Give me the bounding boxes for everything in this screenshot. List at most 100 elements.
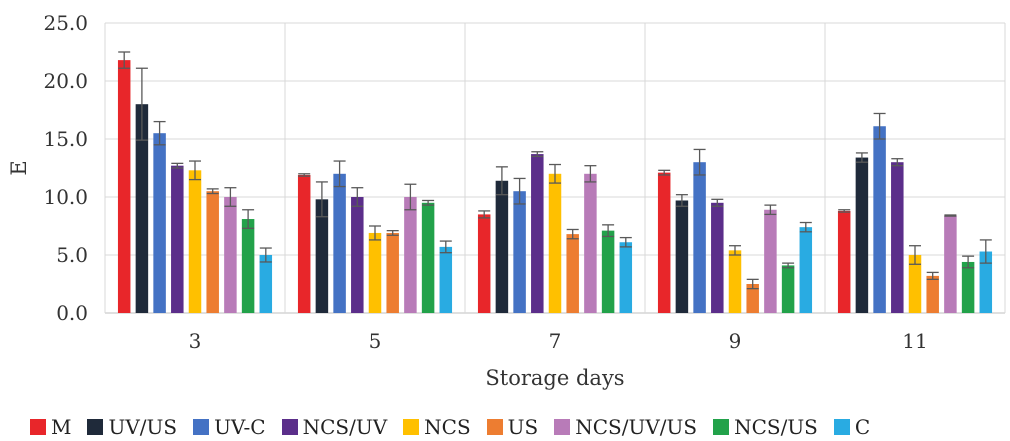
- legend-item: UV-C: [193, 415, 266, 439]
- bar: [386, 232, 399, 313]
- error-bar: [422, 199, 435, 206]
- x-tick-label: 11: [902, 329, 927, 353]
- legend-item: NCS/UV: [281, 415, 387, 439]
- bar: [404, 197, 417, 313]
- x-tick-labels: 3 5 7 9 11: [189, 329, 928, 353]
- error-bar: [566, 228, 579, 240]
- bar: [224, 197, 237, 313]
- bar: [584, 173, 597, 313]
- error-bar: [675, 194, 688, 207]
- legend-item: UV/US: [87, 415, 177, 439]
- legend-label: UV-C: [214, 415, 266, 439]
- bar: [171, 165, 184, 313]
- legend-swatch: [554, 419, 571, 435]
- bar: [926, 275, 939, 313]
- error-bar: [206, 188, 219, 195]
- y-tick-label: 5.0: [56, 243, 88, 267]
- legend-swatch: [713, 419, 730, 435]
- bar: [513, 191, 526, 313]
- bar: [566, 234, 579, 313]
- gridlines: [104, 22, 1006, 314]
- error-bar: [351, 187, 364, 207]
- bar: [837, 210, 851, 313]
- bar: [135, 104, 149, 313]
- legend-item: NCS: [403, 415, 471, 439]
- bar: [693, 162, 706, 313]
- bar: [477, 214, 491, 313]
- bar: [531, 154, 544, 313]
- error-bar: [259, 247, 272, 263]
- error-bar: [224, 187, 237, 207]
- x-tick-label: 5: [369, 329, 382, 353]
- error-bar: [799, 221, 812, 233]
- y-axis-title: E: [7, 160, 31, 175]
- bar: [764, 209, 777, 313]
- bar: [495, 180, 509, 313]
- bar: [206, 191, 219, 313]
- error-bar: [693, 148, 706, 176]
- x-tick-label: 3: [189, 329, 202, 353]
- x-tick-label: 7: [549, 329, 562, 353]
- error-bar: [513, 177, 526, 205]
- error-bar: [584, 165, 597, 183]
- x-axis-title: Storage days: [485, 366, 624, 390]
- error-bar: [386, 229, 399, 236]
- legend-swatch: [833, 419, 850, 435]
- legend-label: NCS: [424, 415, 471, 439]
- error-bar: [153, 120, 166, 146]
- error-bar: [135, 67, 148, 141]
- legend-swatch: [87, 419, 104, 435]
- legend-item: US: [486, 415, 539, 439]
- error-bar: [782, 262, 795, 269]
- y-tick-label: 20.0: [43, 69, 88, 93]
- legend-item: C: [833, 415, 871, 439]
- bar: [421, 202, 435, 313]
- bar: [746, 284, 759, 313]
- error-bar: [118, 51, 131, 69]
- error-bar: [333, 160, 346, 188]
- bar: [601, 230, 615, 313]
- x-tick-label: 9: [729, 329, 742, 353]
- legend-item: NCS/UV/US: [554, 415, 697, 439]
- error-bar: [746, 278, 759, 290]
- error-bar: [838, 209, 851, 213]
- bar: [351, 197, 364, 313]
- error-bar: [909, 245, 921, 265]
- legend-swatch: [281, 419, 298, 435]
- legend-swatch: [403, 419, 420, 435]
- error-bar: [369, 225, 381, 241]
- bar: [259, 255, 273, 313]
- bar: [368, 232, 382, 313]
- error-bar: [439, 240, 452, 254]
- bar: [315, 199, 329, 313]
- error-bar: [944, 214, 957, 217]
- bar: [297, 174, 311, 313]
- legend-label: UV/US: [108, 415, 178, 439]
- legend-label: US: [507, 415, 539, 439]
- error-bar: [478, 210, 491, 219]
- error-bar: [404, 183, 417, 211]
- error-bar: [298, 173, 311, 177]
- bar: [979, 251, 993, 313]
- y-tick-label: 25.0: [43, 11, 88, 35]
- bar: [908, 255, 922, 313]
- bar: [944, 215, 957, 313]
- legend-item: NCS/US: [713, 415, 818, 439]
- error-bar: [242, 209, 255, 229]
- bar: [117, 60, 131, 314]
- error-bar: [658, 169, 671, 176]
- legend-label: M: [51, 415, 72, 439]
- bars: [117, 60, 993, 314]
- error-bar: [619, 236, 632, 248]
- y-tick-labels: 0.0 5.0 10.0 15.0 20.0 25.0: [43, 11, 88, 325]
- bar: [675, 200, 689, 313]
- y-tick-label: 10.0: [43, 185, 88, 209]
- error-bar: [711, 198, 724, 207]
- error-bar: [891, 158, 904, 167]
- error-bar: [962, 255, 975, 269]
- bar: [711, 202, 724, 313]
- error-bar: [602, 224, 615, 238]
- bar: [439, 246, 453, 313]
- legend-label: C: [854, 415, 871, 439]
